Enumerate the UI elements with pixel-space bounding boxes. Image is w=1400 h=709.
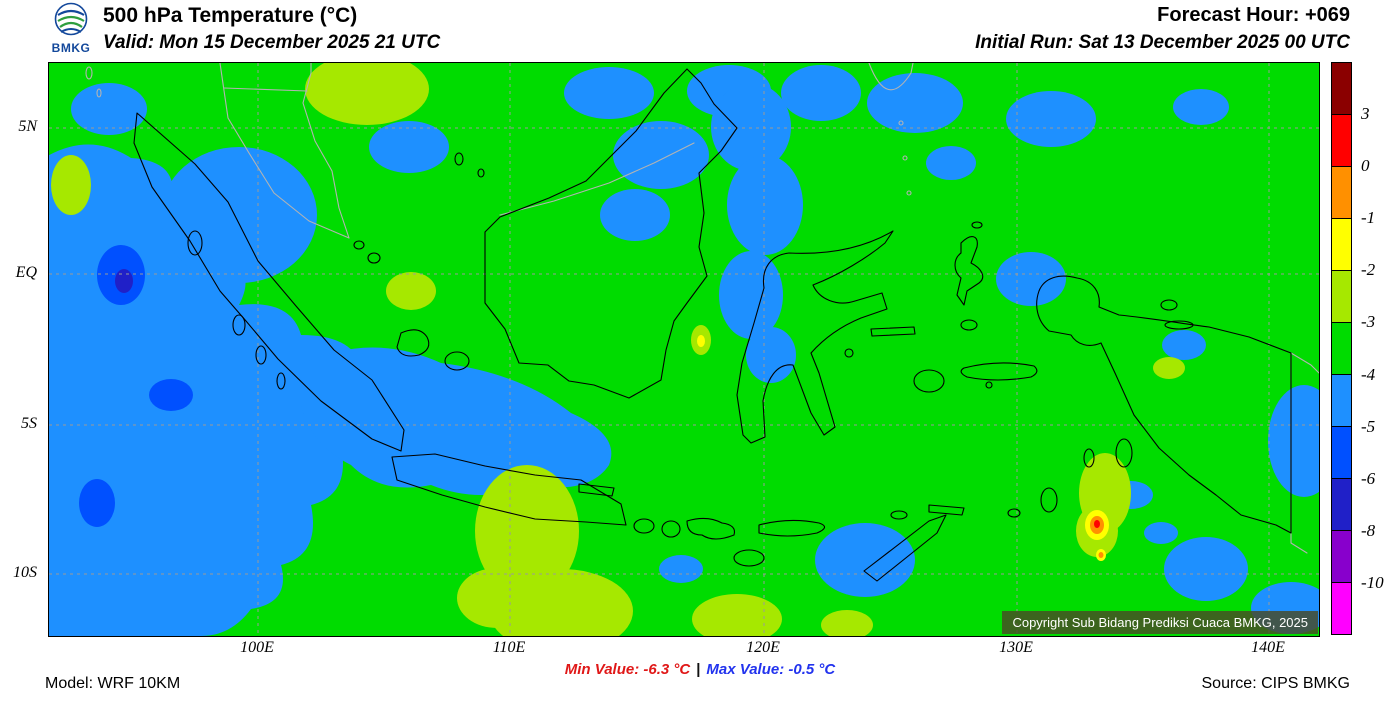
bmkg-logo-icon [54,2,88,36]
temperature-map [49,63,1319,636]
forecast-hour-label: Forecast Hour: +069 [1157,4,1350,26]
bmkg-logo: BMKG [43,2,99,54]
initial-run-label: Initial Run: Sat 13 December 2025 00 UTC [975,32,1350,53]
lat-label: 5S [21,415,37,432]
coastlines [133,68,1292,582]
minmax-line: Min Value: -6.3 °C | Max Value: -0.5 °C [0,661,1400,678]
colorbar-tick-label: -5 [1361,416,1376,436]
colorbar-segment [1332,219,1351,271]
lon-label: 130E [999,639,1033,656]
latitude-axis: 5N EQ 5S 10S [0,62,42,635]
max-value-label: Max Value: -0.5 °C [706,661,836,678]
colorbar-ticks: 3 0 -1 -2 -3 -4 -5 -6 -8 -10 [1361,62,1399,635]
colorbar-tick-label: -10 [1361,572,1384,592]
colorbar-tick-label: -6 [1361,468,1376,488]
gridlines [49,63,1319,636]
lat-label: 10S [13,564,37,581]
warm-region-blobs [51,63,1185,636]
page-title: 500 hPa Temperature (°C) [103,4,358,27]
lon-label: 140E [1251,639,1285,656]
colorbar-segment [1332,531,1351,583]
lon-label: 120E [746,639,780,656]
coldest-spot [115,269,133,293]
colorbar [1331,62,1352,635]
colorbar-segment [1332,115,1351,167]
longitude-axis: 100E 110E 120E 130E 140E [48,639,1318,659]
map-frame: Copyright Sub Bidang Prediksi Cuaca BMKG… [48,62,1320,637]
model-label: Model: WRF 10KM [45,675,181,692]
lat-label: 5N [18,118,37,135]
colorbar-segment [1332,167,1351,219]
lon-label: 110E [492,639,526,656]
colorbar-segment [1332,583,1351,634]
valid-time-label: Valid: Mon 15 December 2025 21 UTC [103,32,441,53]
colorbar-segment [1332,271,1351,323]
minmax-separator: | [696,661,701,678]
colorbar-segment [1332,479,1351,531]
colorbar-tick-label: -4 [1361,364,1376,384]
colorbar-tick-label: -8 [1361,520,1376,540]
min-value-label: Min Value: -6.3 °C [564,661,691,678]
colorbar-tick-label: 0 [1361,156,1370,176]
lat-label: EQ [15,264,37,281]
colorbar-segment [1332,323,1351,375]
colorbar-tick-label: 3 [1361,104,1370,124]
source-label: Source: CIPS BMKG [1201,675,1351,692]
colorbar-tick-label: -1 [1361,208,1376,228]
colorbar-tick-label: -3 [1361,312,1376,332]
copyright-overlay: Copyright Sub Bidang Prediksi Cuaca BMKG… [1002,611,1318,634]
colorbar-segment [1332,63,1351,115]
colorbar-segment [1332,375,1351,427]
lon-label: 100E [240,639,274,656]
bmkg-logo-text: BMKG [51,41,91,55]
colorbar-tick-label: -2 [1361,260,1376,280]
warm-spot [697,335,1109,561]
colorbar-segment [1332,427,1351,479]
